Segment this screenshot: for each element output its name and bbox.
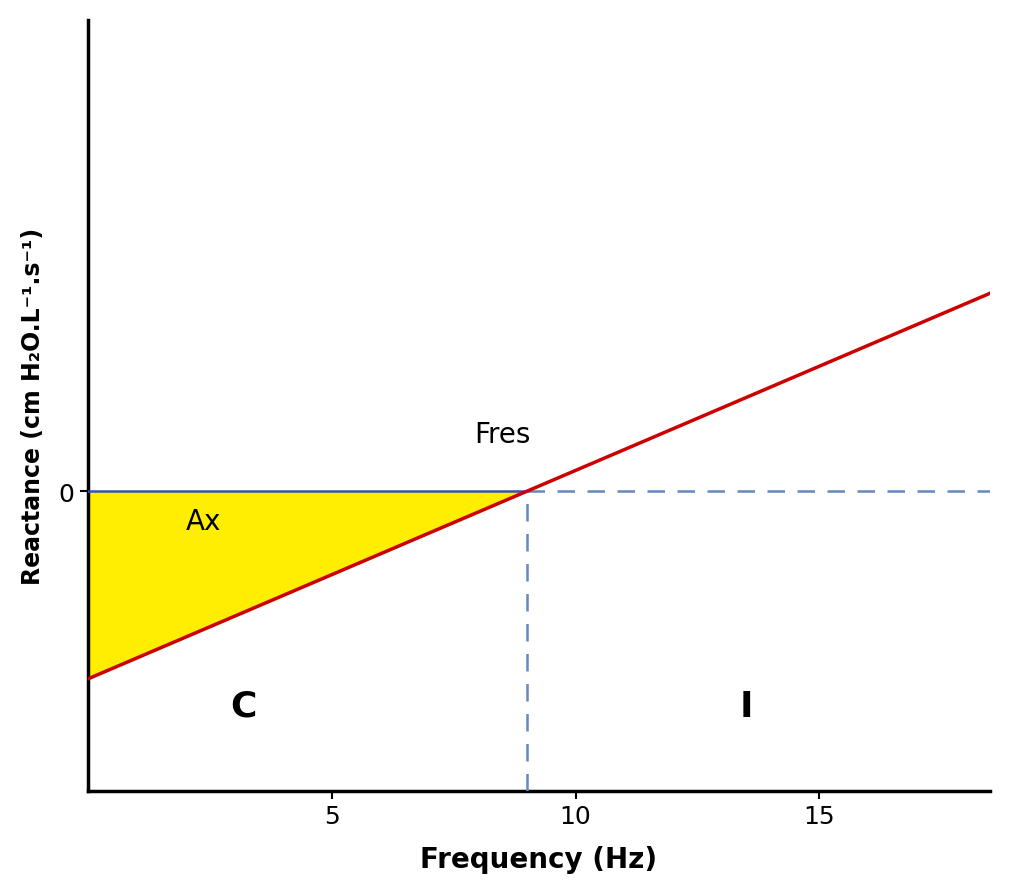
Text: I: I xyxy=(739,688,753,722)
Text: Fres: Fres xyxy=(474,421,531,449)
Text: Ax: Ax xyxy=(185,508,220,536)
X-axis label: Frequency (Hz): Frequency (Hz) xyxy=(421,845,657,873)
Y-axis label: Reactance (cm H₂O.L⁻¹.s⁻¹): Reactance (cm H₂O.L⁻¹.s⁻¹) xyxy=(21,228,44,585)
Text: C: C xyxy=(231,688,257,722)
